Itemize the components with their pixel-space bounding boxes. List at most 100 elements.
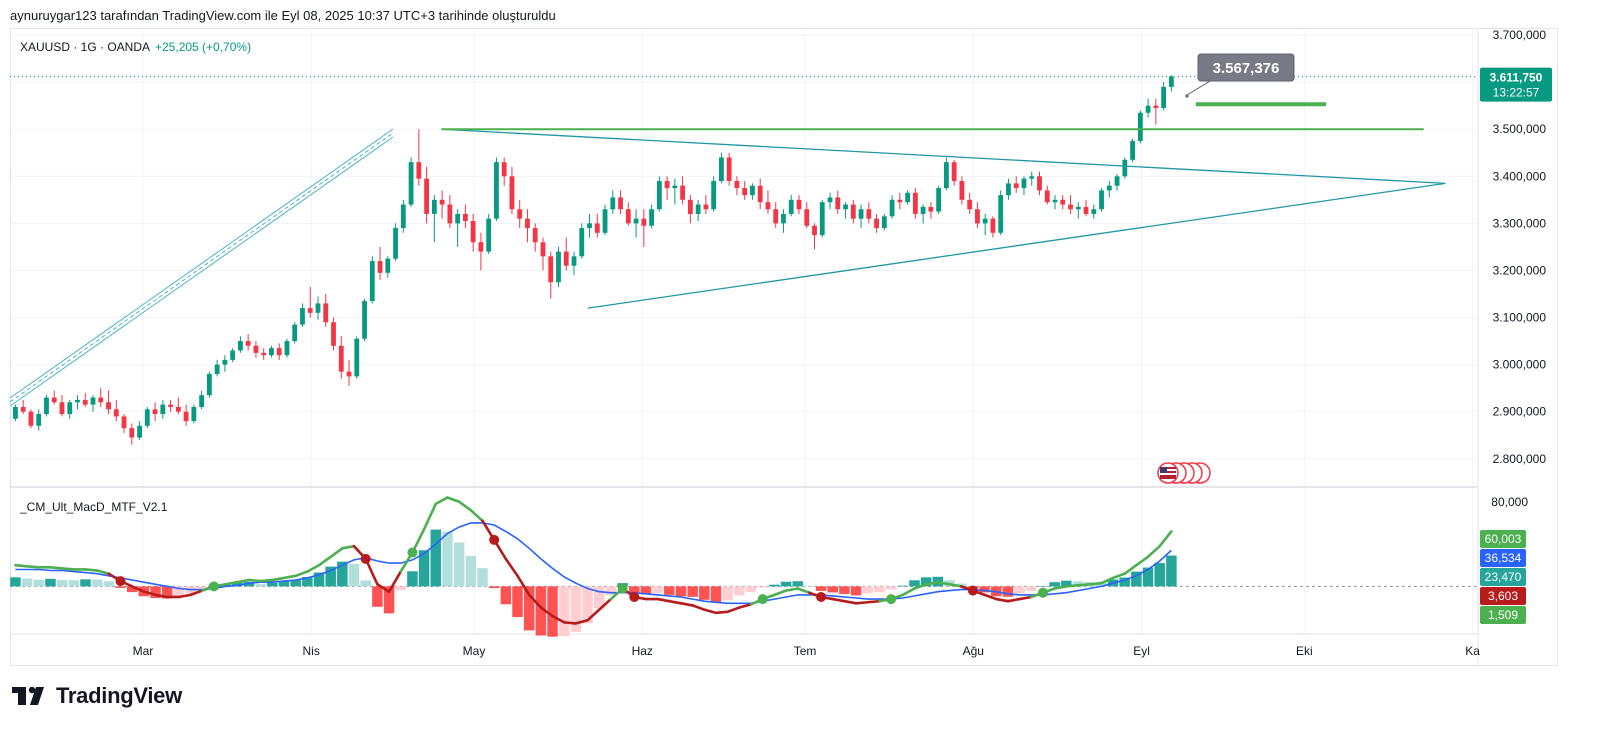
candle bbox=[408, 157, 414, 207]
candle-body bbox=[478, 242, 484, 252]
candle bbox=[478, 232, 484, 271]
candle bbox=[307, 286, 313, 318]
candle-body bbox=[726, 157, 732, 181]
candle bbox=[1029, 171, 1035, 186]
macd-histogram-bar bbox=[1002, 586, 1014, 597]
candle-body bbox=[703, 204, 709, 210]
macd-axis[interactable]: 80,000 bbox=[1491, 495, 1528, 509]
candle bbox=[1161, 82, 1167, 111]
macd-histogram-bar bbox=[372, 586, 383, 607]
macd-histogram-bar bbox=[442, 531, 453, 587]
candle-body bbox=[315, 303, 321, 313]
candle bbox=[579, 223, 585, 259]
candle bbox=[695, 199, 701, 222]
candle bbox=[1122, 157, 1128, 179]
rising-channel bbox=[9, 128, 394, 407]
candle bbox=[594, 213, 600, 238]
candle bbox=[494, 157, 499, 222]
macd-histogram-bar bbox=[722, 586, 733, 601]
candle-body bbox=[757, 185, 763, 203]
macd-line-segment bbox=[154, 593, 169, 599]
candle bbox=[90, 395, 96, 412]
macd-histogram-bar bbox=[979, 586, 990, 593]
candle bbox=[338, 336, 344, 379]
macd-line-segment bbox=[130, 585, 146, 593]
candle-body bbox=[936, 188, 942, 212]
macd-line-segment bbox=[1064, 584, 1080, 588]
chart-frame[interactable] bbox=[10, 28, 1558, 666]
candle bbox=[975, 202, 980, 229]
candle-body bbox=[191, 406, 197, 422]
macd-histogram-bar bbox=[1154, 563, 1165, 587]
candle bbox=[462, 204, 468, 229]
macd-histogram-bar bbox=[909, 580, 920, 587]
candle-body bbox=[1091, 209, 1097, 214]
candle-body bbox=[742, 188, 748, 196]
macd-line-segment bbox=[866, 599, 881, 604]
candle-body bbox=[928, 206, 934, 212]
macd-line-segment bbox=[983, 593, 998, 601]
macd-histogram-bar bbox=[337, 561, 348, 587]
price-axis[interactable]: 3.700,000 3.500,000 3.400,000 3.300,000 3.20… bbox=[1493, 28, 1547, 466]
macd-histogram-bar bbox=[582, 586, 593, 624]
candle bbox=[1060, 195, 1066, 210]
symbol-legend[interactable]: XAUUSD · 1G · OANDA bbox=[20, 40, 150, 54]
candle-body bbox=[951, 162, 957, 181]
macd-histogram-bar bbox=[232, 582, 243, 587]
indicator-legend[interactable]: _CM_Ult_MacD_MTF_V2.1 bbox=[19, 500, 168, 514]
macd-histogram-bar bbox=[780, 581, 792, 587]
current-price-countdown: 13:22:57 bbox=[1493, 86, 1540, 100]
candle bbox=[827, 192, 833, 210]
candle bbox=[315, 296, 321, 320]
candle bbox=[1137, 110, 1143, 144]
macd-histogram-bar bbox=[827, 586, 839, 593]
candle-body bbox=[354, 338, 360, 377]
candle-body bbox=[470, 221, 476, 243]
macd-cross-dot bbox=[816, 591, 827, 602]
macd-cross-dot bbox=[757, 594, 768, 605]
macd-histogram-bar bbox=[1037, 586, 1049, 587]
time-tick-label: Tem bbox=[794, 644, 817, 658]
candle-body bbox=[230, 350, 236, 360]
economic-event-icon[interactable] bbox=[1157, 462, 1211, 484]
trendlines[interactable] bbox=[441, 102, 1446, 309]
candle bbox=[385, 256, 391, 278]
candle-body bbox=[982, 218, 988, 224]
candle bbox=[1006, 178, 1011, 200]
time-axis[interactable]: Mar Nis May Haz Tem Ağu Eyl Eki Ka bbox=[133, 644, 1481, 658]
macd-badge: 60,003 bbox=[1480, 530, 1526, 548]
macd-histogram-bar bbox=[570, 586, 582, 632]
macd-histogram-bar bbox=[1096, 582, 1107, 587]
candle-body bbox=[804, 209, 810, 226]
time-tick-label: Mar bbox=[133, 644, 154, 658]
price-callout[interactable]: 3.567,376 bbox=[1185, 53, 1295, 98]
macd-line-segment bbox=[738, 603, 753, 609]
macd-line-segment bbox=[1006, 597, 1021, 603]
candle-body bbox=[1006, 183, 1011, 196]
candle-body bbox=[106, 402, 111, 410]
candle bbox=[36, 409, 42, 431]
candle-body bbox=[1106, 185, 1112, 191]
macd-histogram-bar bbox=[348, 563, 360, 587]
macd-line-segment bbox=[224, 580, 239, 586]
candle-body bbox=[1052, 199, 1058, 203]
chart-svg[interactable]: 3.700,000 3.500,000 3.400,000 3.300,000 3.20… bbox=[0, 0, 1600, 680]
macd-line-segment bbox=[49, 566, 64, 570]
tradingview-logo[interactable]: TradingView bbox=[12, 683, 182, 709]
macd-histogram-bar bbox=[103, 581, 115, 587]
candle bbox=[276, 343, 282, 360]
candle bbox=[1145, 98, 1151, 118]
candle-body bbox=[858, 209, 864, 219]
candle bbox=[889, 195, 895, 219]
candle bbox=[618, 190, 623, 214]
time-tick-label: Haz bbox=[632, 644, 653, 658]
candle-body bbox=[680, 185, 686, 200]
candle bbox=[470, 213, 476, 252]
candle bbox=[788, 195, 794, 217]
candle bbox=[719, 152, 724, 184]
candle bbox=[331, 317, 336, 351]
candle bbox=[703, 195, 709, 214]
candle-body bbox=[338, 345, 344, 372]
macd-line-segment bbox=[1158, 530, 1173, 548]
macd-histogram-bar bbox=[115, 586, 126, 588]
